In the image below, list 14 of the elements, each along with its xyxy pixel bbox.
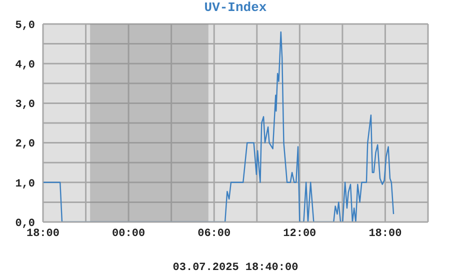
y-tick-label: 1,0 <box>15 178 35 190</box>
x-tick-label: 06:00 <box>198 228 231 240</box>
x-tick-label: 12:00 <box>283 228 316 240</box>
y-tick-label: 3,0 <box>15 99 35 112</box>
y-tick-label: 0,0 <box>15 218 35 230</box>
chart-title: UV-Index <box>203 0 268 15</box>
text: 03.07.2025 18:40:00 <box>172 262 300 274</box>
line-series <box>43 31 394 222</box>
x-tick-label: 00:00 <box>112 228 146 240</box>
y-tick-label: 2,0 <box>15 138 35 151</box>
x-tick-label: 18:00 <box>368 228 402 240</box>
y-tick-label: 5,0 <box>15 20 35 32</box>
y-tick-label: 4,0 <box>15 60 35 72</box>
x-tick-label: 18:00 <box>26 228 60 240</box>
